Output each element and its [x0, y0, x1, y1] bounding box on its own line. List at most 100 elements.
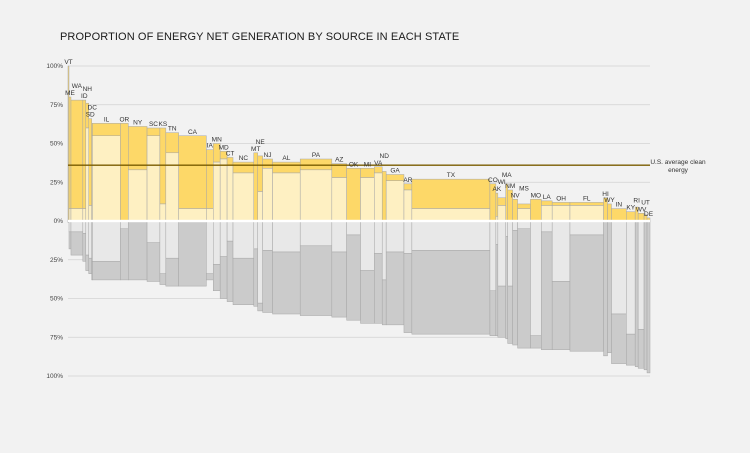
clean-bar-upper	[569, 202, 604, 206]
clean-bar-upper	[178, 135, 207, 209]
clean-bar-lower	[262, 168, 273, 222]
clean-bar-upper	[403, 183, 413, 191]
fossil-bar-lower	[637, 329, 645, 369]
fossil-bar-lower	[159, 273, 167, 285]
fossil-bar-upper	[512, 220, 518, 231]
fossil-bar-lower	[551, 281, 571, 350]
fossil-bar-lower	[646, 220, 651, 374]
clean-bar-upper	[495, 192, 499, 217]
fossil-bar-upper	[346, 220, 361, 236]
state-label: NM	[505, 183, 515, 190]
clean-bar-lower	[92, 135, 121, 222]
fossil-bar-lower	[346, 234, 361, 321]
fossil-bar-lower	[178, 220, 207, 287]
clean-bar-lower	[403, 189, 413, 222]
fossil-bar-upper	[411, 220, 491, 251]
clean-bar-upper	[551, 202, 571, 206]
fossil-bar-lower	[226, 240, 234, 302]
state-label: IL	[104, 116, 110, 123]
state-label: ND	[380, 153, 390, 160]
clean-bar-lower	[165, 152, 179, 222]
clean-bar-upper	[411, 178, 491, 209]
clean-bar-upper	[512, 199, 518, 222]
state-label: OH	[556, 195, 566, 202]
state-label: NY	[133, 119, 143, 126]
clean-bar-upper	[626, 211, 636, 222]
clean-bar-upper	[299, 158, 333, 171]
clean-bar-lower	[257, 191, 263, 222]
state-label: CO	[488, 177, 498, 184]
state-label: DC	[88, 105, 98, 112]
clean-bar-lower	[374, 172, 383, 222]
fossil-bar-upper	[68, 220, 72, 233]
clean-bar-lower	[70, 208, 84, 222]
state-label: KY	[626, 205, 635, 212]
fossil-bar-lower	[165, 257, 179, 287]
state-label: SD	[86, 112, 95, 119]
fossil-bar-lower	[219, 256, 228, 299]
fossil-bar-upper	[569, 220, 604, 236]
state-label: OR	[119, 116, 129, 123]
clean-bar-upper	[374, 166, 383, 174]
fossil-bar-lower	[272, 251, 301, 315]
clean-bar-lower	[85, 127, 90, 222]
clean-bar-upper	[165, 132, 179, 154]
clean-bar-lower	[497, 205, 506, 222]
state-label: MN	[212, 137, 222, 144]
fossil-bar-lower	[206, 273, 214, 281]
fossil-bar-upper	[505, 220, 508, 237]
state-label: MS	[519, 185, 529, 192]
fossil-bar-lower	[489, 290, 497, 336]
state-label: MT	[251, 146, 260, 153]
fossil-bar-lower	[530, 335, 542, 349]
fossil-bar-upper	[70, 220, 84, 233]
clean-bar-upper	[120, 123, 129, 222]
state-label: NV	[511, 192, 521, 199]
fossil-bar-lower	[331, 251, 347, 318]
state-label: WA	[72, 83, 83, 90]
state-label: MD	[219, 144, 229, 151]
fossil-bar-lower	[517, 228, 531, 349]
fossil-bar-upper	[551, 220, 571, 282]
y-tick-label: 100%	[46, 373, 63, 380]
clean-bar-upper	[159, 127, 167, 205]
clean-bar-lower	[517, 208, 531, 222]
clean-bar-upper	[68, 96, 72, 209]
fossil-bar-upper	[403, 220, 413, 254]
clean-bar-lower	[206, 208, 214, 222]
state-label: WI	[498, 179, 506, 186]
fossil-bar-lower	[120, 228, 129, 281]
fossil-bar-lower	[85, 254, 90, 271]
state-label: IA	[207, 143, 214, 150]
y-tick-label: 50%	[50, 296, 63, 303]
clean-bar-upper	[541, 200, 553, 206]
fossil-bar-upper	[385, 220, 405, 253]
clean-bar-upper	[232, 161, 255, 174]
y-tick-label: 25%	[50, 257, 63, 264]
state-label: HI	[602, 191, 609, 198]
y-tick-label: 75%	[50, 334, 63, 341]
clean-bar-upper	[607, 203, 612, 222]
clean-bar-lower	[551, 205, 571, 222]
fossil-bar-upper	[88, 220, 92, 259]
fossil-bar-upper	[360, 220, 375, 271]
fossil-bar-upper	[374, 220, 383, 254]
state-label: MO	[531, 192, 541, 199]
y-tick-label: 25%	[50, 179, 63, 186]
state-label: AK	[493, 186, 502, 193]
clean-bar-upper	[128, 126, 148, 171]
fossil-bar-lower	[299, 245, 333, 316]
clean-bar-lower	[68, 208, 72, 222]
clean-bar-upper	[92, 123, 121, 136]
fossil-bar-lower	[411, 250, 491, 335]
state-label: WV	[636, 206, 647, 213]
y-tick-label: 0%	[54, 218, 64, 225]
clean-bar-upper	[385, 174, 405, 181]
fossil-bar-upper	[165, 220, 179, 259]
fossil-bar-lower	[643, 220, 648, 371]
clean-bar-lower	[569, 205, 604, 222]
clean-bar-upper	[146, 127, 161, 136]
fossil-bar-lower	[505, 236, 508, 340]
clean-bar-lower	[88, 205, 92, 222]
fossil-bar-upper	[497, 220, 506, 287]
